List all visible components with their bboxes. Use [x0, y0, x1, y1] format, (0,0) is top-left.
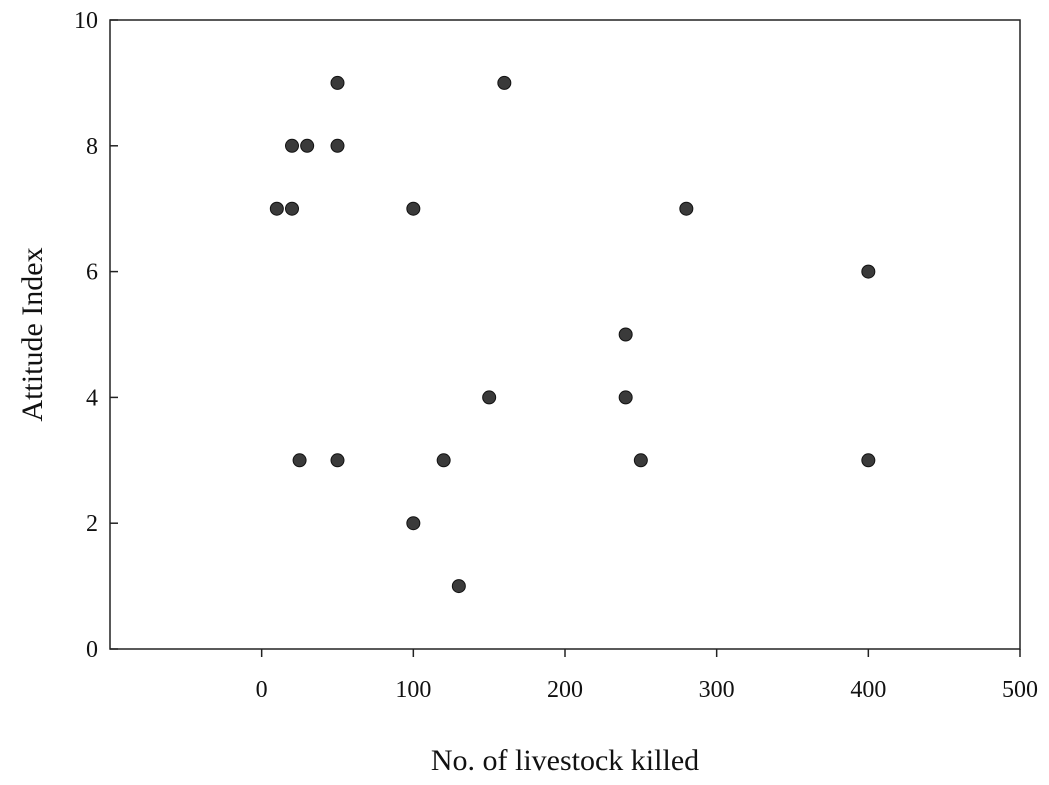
data-point [300, 138, 315, 153]
x-tick-label: 100 [395, 677, 431, 703]
x-tick-label: 400 [850, 677, 886, 703]
x-tick-label: 0 [256, 677, 268, 703]
data-point [633, 453, 648, 468]
data-point [497, 75, 512, 90]
data-point [406, 201, 421, 216]
data-point [618, 390, 633, 405]
data-points [269, 75, 876, 594]
data-point [679, 201, 694, 216]
data-point [406, 516, 421, 531]
data-point [436, 453, 451, 468]
data-point [861, 453, 876, 468]
y-tick-label: 8 [86, 134, 98, 160]
x-axis-ticks: 0 100 200 300 400 500 [256, 649, 1038, 703]
data-point [285, 201, 299, 216]
data-point [269, 201, 284, 216]
data-point [482, 390, 497, 405]
x-tick-label: 200 [547, 677, 583, 703]
data-point [285, 138, 299, 153]
x-tick-label: 300 [699, 677, 735, 703]
x-tick-label: 500 [1002, 677, 1038, 703]
data-point [618, 327, 633, 342]
y-tick-label: 0 [86, 637, 98, 663]
y-axis-title: Attitude Index [16, 247, 49, 421]
data-point [330, 138, 345, 153]
data-point [292, 453, 307, 468]
data-point [451, 579, 466, 594]
data-point [861, 264, 876, 279]
y-tick-label: 10 [74, 8, 98, 34]
x-axis-title: No. of livestock killed [431, 744, 699, 777]
y-axis-ticks: 0 2 4 6 8 10 [74, 8, 118, 663]
data-point [330, 75, 345, 90]
y-tick-label: 6 [86, 260, 98, 286]
y-tick-label: 2 [86, 511, 98, 537]
y-tick-label: 4 [86, 385, 98, 411]
plot-area-frame [109, 19, 1021, 650]
data-point [330, 453, 345, 468]
